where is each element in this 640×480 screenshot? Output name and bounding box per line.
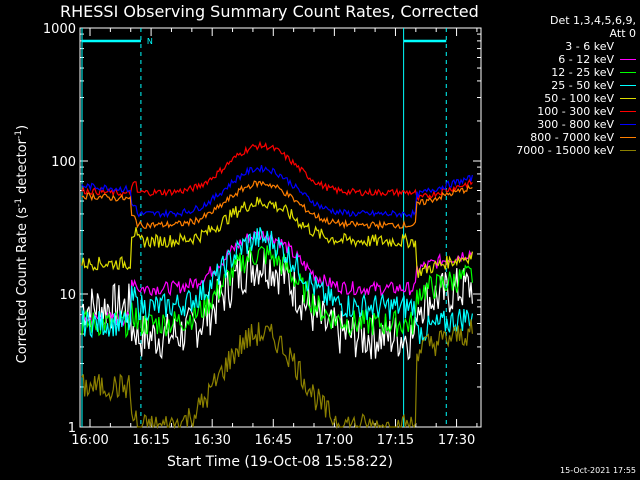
- series-line-800to7000keV: [81, 180, 473, 231]
- legend-entry: 6 - 12 keV: [486, 53, 636, 66]
- x-tick-label: 16:00: [71, 433, 108, 448]
- legend-header-attenuator: Att 0: [609, 27, 636, 40]
- legend-header-detectors: Det 1,3,4,5,6,9,: [549, 14, 636, 27]
- x-tick-label: 17:15: [377, 433, 414, 448]
- legend-entry: 800 - 7000 keV: [486, 131, 636, 144]
- legend-swatch: [620, 59, 636, 60]
- legend-swatch: [620, 150, 636, 151]
- x-axis-label: Start Time (19-Oct-08 15:58:22): [167, 454, 393, 470]
- y-tick-label: 1: [68, 421, 76, 436]
- x-tick-label: 16:45: [255, 433, 292, 448]
- legend-entry: 100 - 300 keV: [486, 105, 636, 118]
- legend-entry-label: 800 - 7000 keV: [530, 131, 614, 144]
- legend-entry: 3 - 6 keV: [486, 40, 636, 53]
- legend-entry-label: 25 - 50 keV: [551, 79, 614, 92]
- legend-swatch: [620, 98, 636, 99]
- series-line-7000to15000keV: [81, 319, 473, 430]
- legend-entry: 50 - 100 keV: [486, 92, 636, 105]
- legend-entry: 12 - 25 keV: [486, 66, 636, 79]
- series-line-300to800keV: [81, 164, 473, 219]
- y-tick-label: 100: [51, 155, 76, 170]
- legend-entry: 7000 - 15000 keV: [486, 144, 636, 157]
- legend-entry-label: 50 - 100 keV: [544, 92, 614, 105]
- chart-title: RHESSI Observing Summary Count Rates, Co…: [60, 2, 479, 21]
- series-line-25to50keV: [81, 227, 473, 344]
- y-tick-label: 1000: [43, 22, 76, 37]
- legend-entry-label: 300 - 800 keV: [537, 118, 614, 131]
- legend-entry-label: 3 - 6 keV: [565, 40, 614, 53]
- legend-entry-label: 100 - 300 keV: [537, 105, 614, 118]
- legend-swatch: [620, 85, 636, 86]
- legend-entry-label: 7000 - 15000 keV: [516, 144, 614, 157]
- series-line-100to300keV: [81, 140, 473, 202]
- timestamp: 15-Oct-2021 17:55: [560, 466, 636, 475]
- legend-swatch: [620, 124, 636, 125]
- x-tick-label: 17:00: [316, 433, 353, 448]
- legend-swatch: [620, 46, 636, 47]
- x-tick-label: 17:30: [438, 433, 475, 448]
- series-line-50to100keV: [81, 196, 473, 278]
- y-axis-label: Corrected Count Rate (s-1 detector-1): [13, 124, 31, 364]
- legend-entry-label: 6 - 12 keV: [558, 53, 614, 66]
- x-tick-label: 16:30: [193, 433, 230, 448]
- night-flag-label: N: [147, 37, 153, 46]
- legend-swatch: [620, 72, 636, 73]
- legend-entry: 25 - 50 keV: [486, 79, 636, 92]
- legend-entry: 300 - 800 keV: [486, 118, 636, 131]
- plot-frame: [79, 27, 482, 428]
- series-line-3to6keV: [81, 248, 473, 361]
- legend-swatch: [620, 111, 636, 112]
- x-tick-label: 16:15: [132, 433, 169, 448]
- series-line-6to12keV: [81, 230, 473, 327]
- series-line-12to25keV: [81, 245, 473, 339]
- legend-swatch: [620, 137, 636, 138]
- legend: Det 1,3,4,5,6,9, Att 0 3 - 6 keV 6 - 12 k…: [486, 14, 636, 157]
- y-tick-label: 10: [59, 288, 76, 303]
- legend-entry-label: 12 - 25 keV: [551, 66, 614, 79]
